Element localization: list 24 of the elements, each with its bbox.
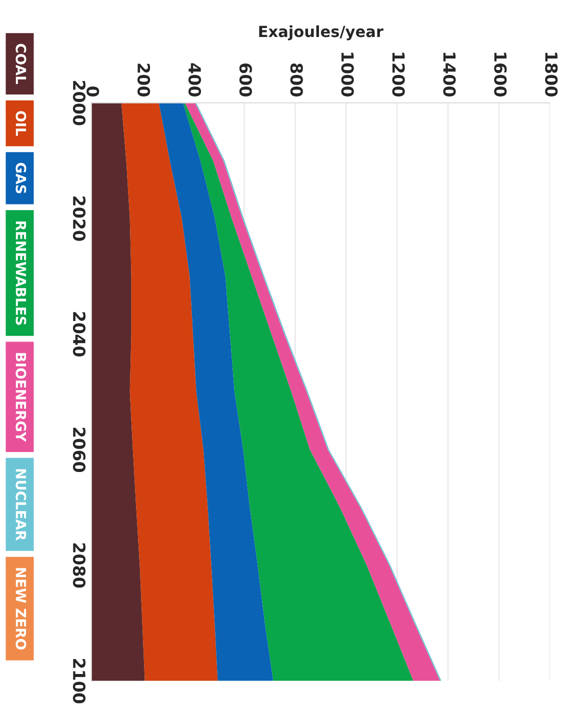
y-tick-label: 2060 xyxy=(72,428,86,472)
x-tick-label: 1600 xyxy=(494,52,507,96)
x-tick-label: 200 xyxy=(137,64,150,96)
x-tick-label: 800 xyxy=(290,63,303,96)
x-axis-title: Exajoules/year xyxy=(259,25,384,40)
legend-label: RENEWABLES xyxy=(16,221,26,325)
x-tick-label: 400 xyxy=(188,63,202,96)
legend-label: COAL xyxy=(16,44,26,84)
x-tick-label: 0 xyxy=(86,86,100,96)
legend-label: NEW ZERO xyxy=(16,568,26,650)
y-tick-label: 2000 xyxy=(72,80,86,126)
x-tick-label: 1400 xyxy=(443,52,456,96)
y-tick-label: 2080 xyxy=(72,543,86,588)
legend-label: OIL xyxy=(16,111,26,136)
legend-label: NUCLEAR xyxy=(16,469,26,541)
y-tick-label: 2020 xyxy=(72,196,86,241)
y-tick-label: 2100 xyxy=(72,659,86,704)
x-tick-label: 600 xyxy=(239,64,252,96)
x-tick-label: 1800 xyxy=(545,52,558,96)
legend-label: GAS xyxy=(16,162,26,194)
y-tick-label: 2040 xyxy=(72,312,86,356)
legend-label: BIOENERGY xyxy=(16,353,26,442)
x-tick-label: 1200 xyxy=(392,52,405,96)
x-tick-label: 1000 xyxy=(341,52,354,96)
